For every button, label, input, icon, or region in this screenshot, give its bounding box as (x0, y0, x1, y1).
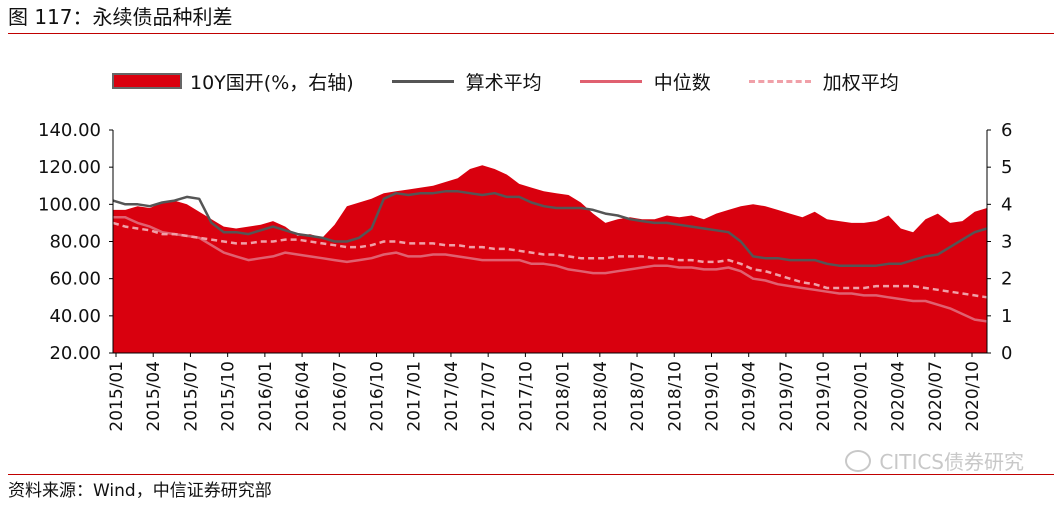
x-tick-label: 2018/10 (665, 361, 685, 432)
x-tick-label: 2015/10 (219, 361, 239, 432)
x-tick-label: 2018/04 (591, 361, 611, 432)
y-right-tick-label: 4 (1001, 194, 1012, 215)
y-right-tick-label: 5 (1001, 157, 1012, 178)
y-right-tick-label: 1 (1001, 306, 1012, 327)
series-line-mean (112, 190, 988, 267)
watermark: CITICS债券研究 (845, 446, 1024, 475)
x-tick-label: 2018/07 (628, 361, 648, 432)
legend-swatch-median (579, 79, 642, 83)
y-right-tick-label: 0 (1001, 343, 1012, 364)
legend-label-mean: 算术平均 (465, 71, 542, 94)
y-left-tick-label: 120.00 (38, 157, 101, 178)
x-tick-label: 2020/10 (963, 361, 983, 432)
legend-label-area: 10Y国开(%，右轴) (190, 71, 354, 94)
x-tick-label: 2016/01 (256, 361, 276, 432)
x-tick-label: 2019/10 (814, 361, 834, 432)
y-right-tick-label: 2 (1001, 269, 1012, 290)
x-tick-label: 2020/01 (851, 361, 871, 432)
x-tick-label: 2019/01 (702, 361, 722, 432)
x-tick-label: 2017/10 (516, 361, 536, 432)
legend-swatch-mean (391, 79, 454, 83)
y-left-tick-label: 80.00 (49, 232, 101, 253)
series-line-weighted (112, 221, 988, 299)
x-tick-label: 2020/04 (889, 361, 909, 432)
x-tick-label: 2017/07 (479, 361, 499, 432)
legend-label-weighted: 加权平均 (822, 71, 899, 94)
bottom-rule (8, 474, 1054, 475)
legend-item-weighted: 加权平均 (748, 68, 899, 95)
x-tick-label: 2015/07 (181, 361, 201, 432)
x-tick-label: 2020/07 (926, 361, 946, 432)
wechat-icon (845, 449, 872, 472)
legend-item-mean: 算术平均 (391, 68, 542, 95)
source-note: 资料来源：Wind，中信证券研究部 (8, 481, 272, 501)
y-left-tick-label: 140.00 (38, 120, 101, 141)
y-right-tick-label: 3 (1001, 232, 1012, 253)
watermark-text: CITICS债券研究 (879, 450, 1024, 474)
legend-item-area: 10Y国开(%，右轴) (112, 68, 354, 95)
x-tick-label: 2015/04 (144, 361, 164, 432)
x-tick-label: 2016/07 (330, 361, 350, 432)
x-tick-label: 2019/04 (740, 361, 760, 432)
legend-item-median: 中位数 (579, 68, 711, 95)
x-tick-label: 2015/01 (107, 361, 127, 432)
legend-swatch-weighted (748, 79, 811, 83)
x-tick-label: 2017/01 (405, 361, 425, 432)
series-area-10y-cdb (113, 165, 987, 353)
legend: 10Y国开(%，右轴) 算术平均 中位数 加权平均 (112, 66, 937, 96)
x-tick-label: 2016/10 (368, 361, 388, 432)
y-left-tick-label: 100.00 (38, 194, 101, 215)
x-tick-label: 2016/04 (293, 361, 313, 432)
y-right-tick-label: 6 (1001, 120, 1012, 141)
y-left-tick-label: 20.00 (49, 343, 101, 364)
x-tick-label: 2017/04 (442, 361, 462, 432)
legend-swatch-area (112, 73, 182, 89)
figure-title: 图 117：永续债品种利差 (8, 5, 233, 29)
legend-label-median: 中位数 (653, 71, 711, 94)
top-rule (8, 33, 1054, 34)
y-left-tick-label: 40.00 (49, 306, 101, 327)
x-tick-label: 2018/01 (554, 361, 574, 432)
y-left-tick-label: 60.00 (49, 269, 101, 290)
x-tick-label: 2019/07 (777, 361, 797, 432)
series-line-median (113, 216, 988, 323)
